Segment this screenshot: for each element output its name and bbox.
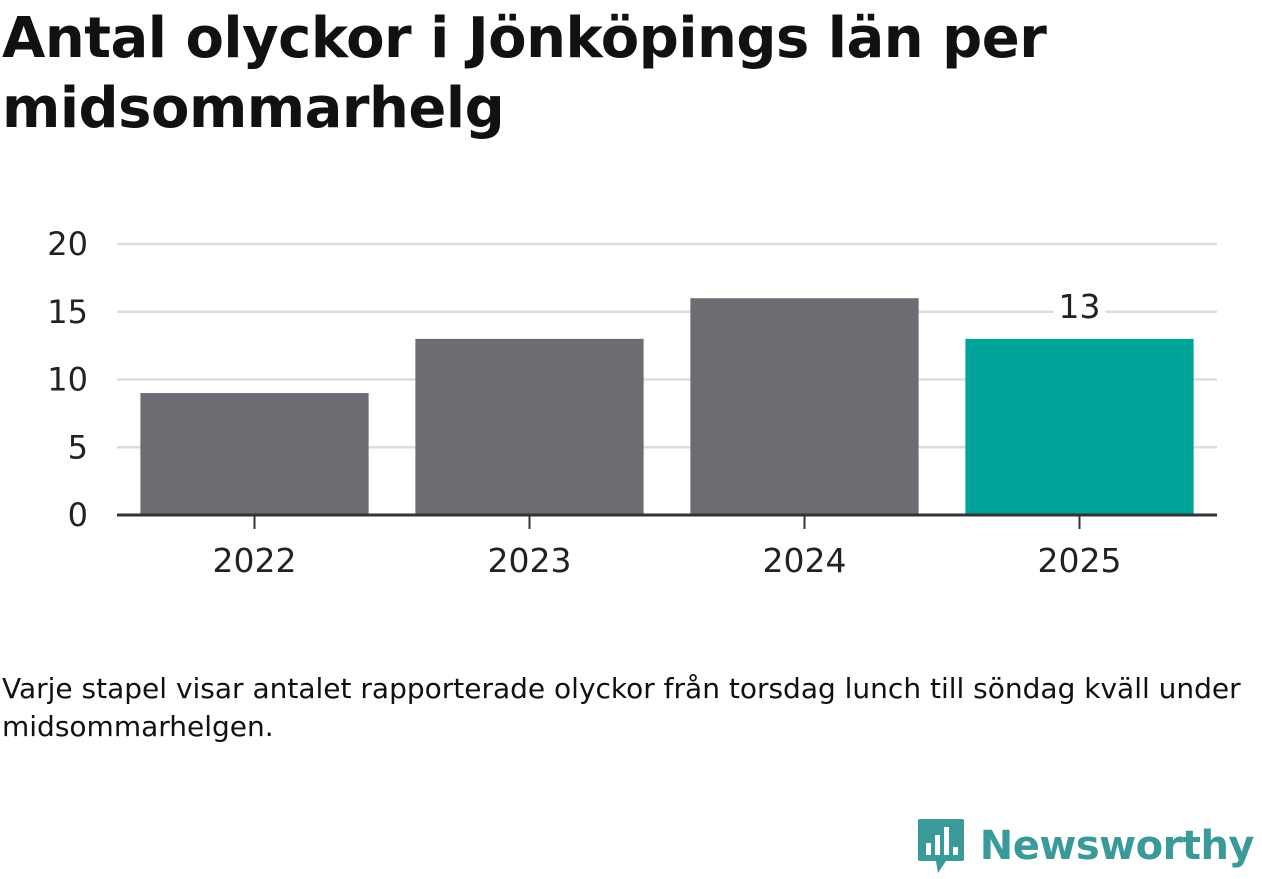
x-tick-label: 2023 [488, 541, 572, 580]
x-tick-label: 2022 [213, 541, 297, 580]
x-tick-label: 2025 [1038, 541, 1122, 580]
y-tick-label: 15 [47, 293, 88, 331]
newsworthy-logo-icon [917, 819, 964, 873]
y-axis-tick-labels: 0 5 10 15 20 [47, 225, 88, 534]
data-label: 13 [1059, 287, 1101, 326]
bar-chart: 0 5 10 15 20 2022 2023 2024 2025 13 [47, 225, 1217, 580]
x-axis [117, 513, 1217, 529]
y-tick-label: 5 [68, 428, 88, 466]
bar-2025 [965, 338, 1194, 515]
data-label-background [1053, 286, 1106, 327]
bar-2023 [415, 338, 644, 515]
chart-caption: Varje stapel visar antalet rapporterade … [2, 672, 1241, 743]
brand: Newsworthy [916, 817, 1255, 875]
data-labels: 13 [1053, 286, 1106, 327]
bars [140, 298, 1194, 515]
y-tick-label: 10 [47, 361, 88, 399]
bar-2024 [690, 298, 919, 515]
brand-name: Newsworthy [979, 823, 1255, 869]
y-tick-label: 20 [47, 225, 88, 263]
x-tick-label: 2024 [763, 541, 847, 580]
x-axis-tick-labels: 2022 2023 2024 2025 [213, 541, 1122, 580]
y-tick-label: 0 [68, 496, 88, 534]
chart-title: Antal olyckor i Jönköpings län per midso… [2, 6, 1047, 141]
bar-2022 [140, 393, 369, 515]
